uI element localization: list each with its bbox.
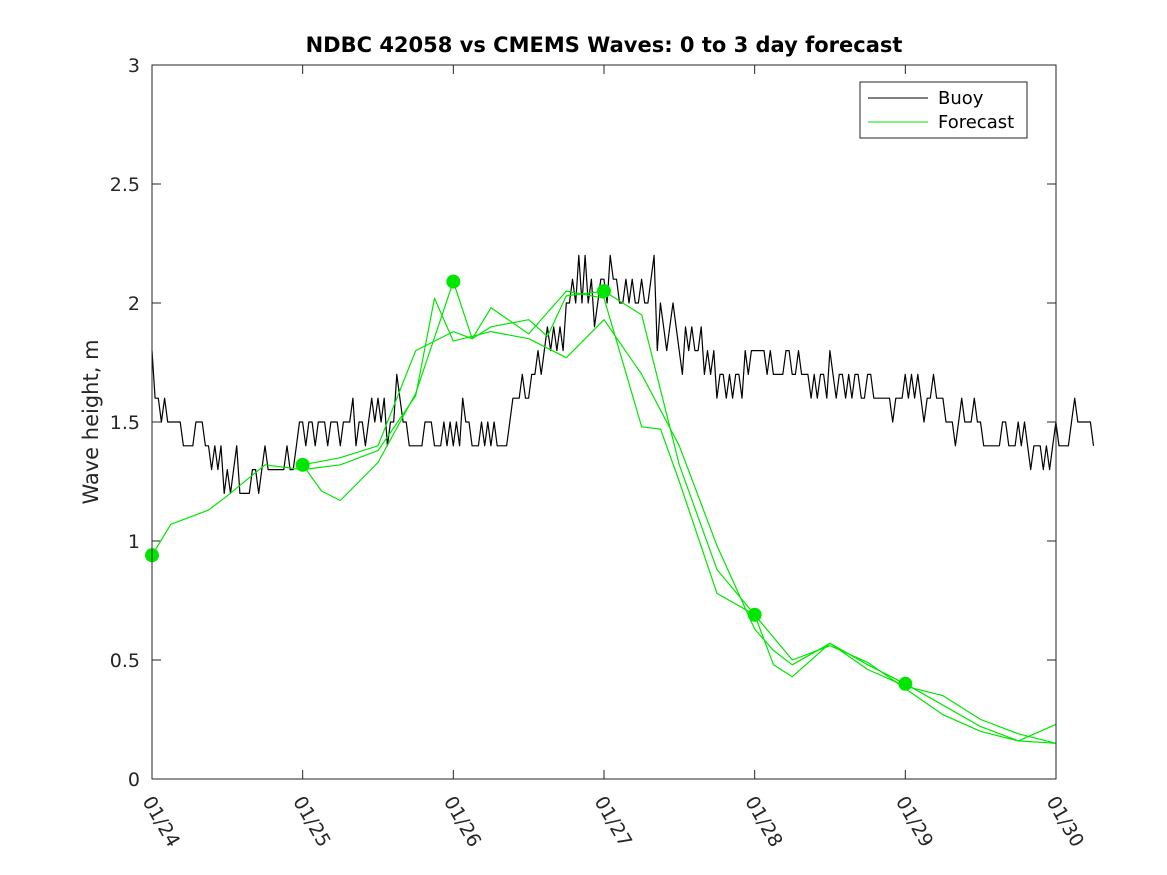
legend: Buoy Forecast bbox=[859, 81, 1028, 139]
series-line-1 bbox=[151, 297, 1057, 744]
highlighted-points bbox=[145, 274, 913, 691]
forecast-marker-4 bbox=[747, 607, 762, 622]
legend-buoy-label: Buoy bbox=[938, 88, 984, 109]
series-line-2 bbox=[302, 290, 1057, 742]
y-tick-label: 1.5 bbox=[110, 412, 140, 434]
chart-title: NDBC 42058 vs CMEMS Waves: 0 to 3 day fo… bbox=[306, 33, 903, 57]
y-tick-label: 2 bbox=[128, 293, 140, 315]
forecast-marker-2 bbox=[446, 274, 461, 289]
forecast-marker-3 bbox=[597, 284, 611, 299]
forecast-marker-5 bbox=[898, 676, 913, 691]
y-tick-label: 0.5 bbox=[110, 650, 140, 672]
axes-frame bbox=[151, 64, 1057, 780]
legend-box bbox=[859, 81, 1028, 139]
plot-area bbox=[152, 65, 1056, 779]
y-tick-label: 2.5 bbox=[110, 174, 140, 196]
legend-forecast-label: Forecast bbox=[938, 112, 1014, 133]
forecast-marker-1 bbox=[295, 457, 310, 472]
y-tick-label: 0 bbox=[128, 769, 140, 791]
y-tick-label: 1 bbox=[128, 531, 140, 553]
y-axis-label: Wave height, m bbox=[79, 339, 103, 504]
series-lines bbox=[151, 254, 1095, 744]
y-tick-label: 3 bbox=[128, 55, 140, 77]
